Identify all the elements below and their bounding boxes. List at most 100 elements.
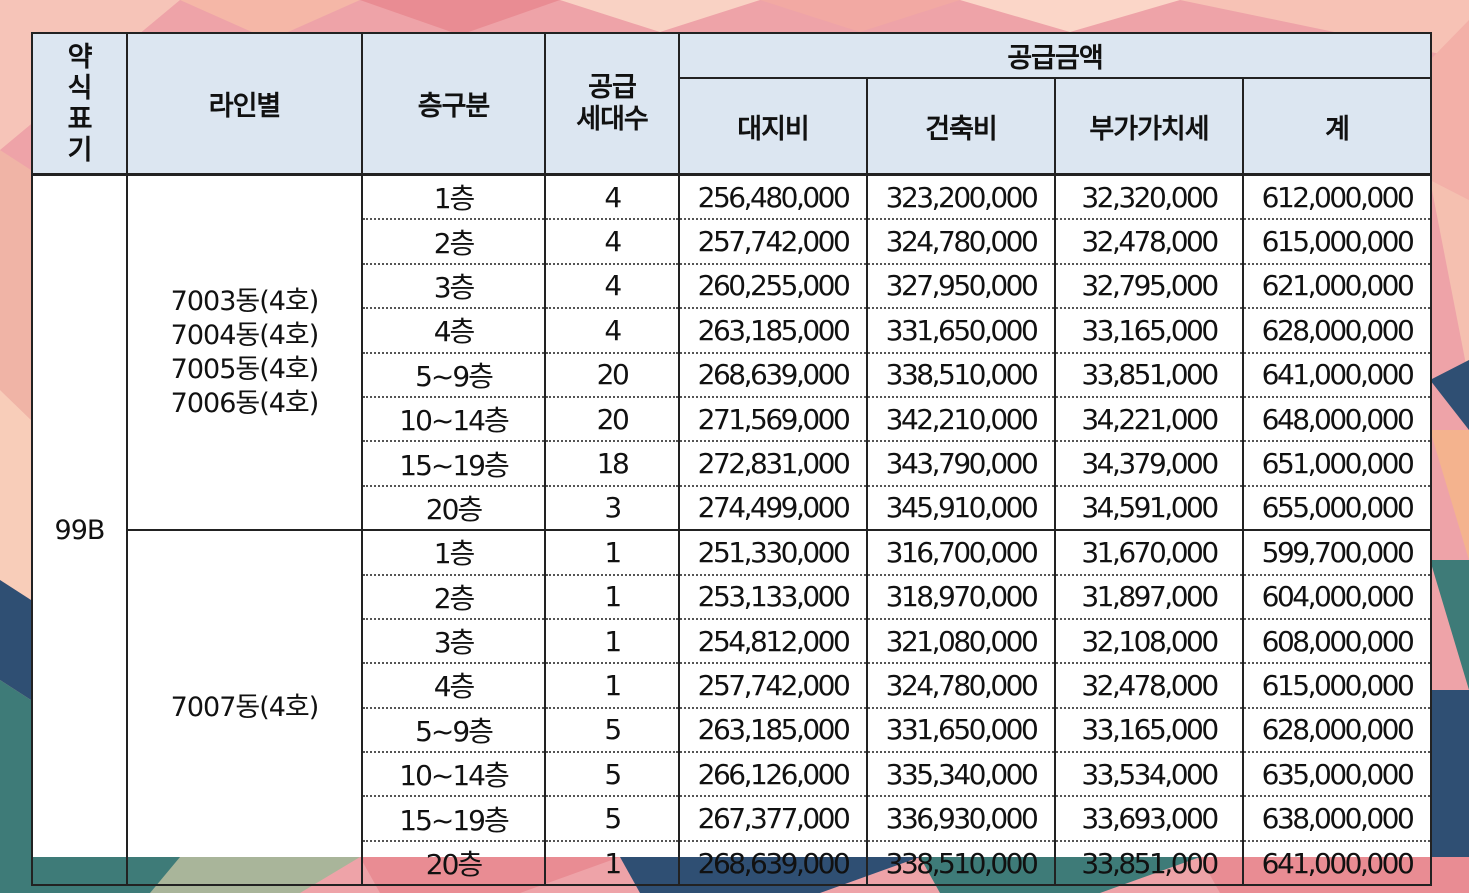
building-cost-cell: 324,780,000 — [866, 219, 1056, 265]
building-cost-cell: 331,650,000 — [866, 308, 1056, 354]
supply-price-table-container: 약식표기 라인별 층구분 공급 세대수 공급금액 대지비 건축비 부가가치세 계… — [31, 32, 1432, 887]
units-cell: 18 — [544, 441, 680, 487]
header-supply-units: 공급 세대수 — [544, 32, 680, 176]
vat-cell: 32,795,000 — [1054, 263, 1244, 310]
table-row: 15~19층 5 267,377,000 336,930,000 33,693,000 6… — [32, 796, 1432, 842]
floor-cell: 15~19층 — [361, 796, 546, 842]
line-group-cell: 7003동(4호) 7004동(4호) 7005동(4호) 7006동(4호) — [126, 173, 363, 532]
land-cost-cell: 272,831,000 — [678, 441, 868, 487]
table-row: 4층 1 257,742,000 324,780,000 32,478,000 615,0… — [32, 663, 1432, 709]
units-cell: 3 — [544, 485, 680, 532]
floor-cell: 15~19층 — [361, 441, 546, 487]
floor-cell: 10~14층 — [361, 396, 546, 443]
building-cost-cell: 321,080,000 — [866, 618, 1056, 665]
type-cell: 99B — [31, 173, 128, 887]
total-cell: 655,000,000 — [1242, 485, 1432, 532]
floor-cell: 3층 — [361, 263, 546, 310]
vat-cell: 33,534,000 — [1054, 752, 1244, 798]
total-cell: 641,000,000 — [1242, 840, 1432, 887]
land-cost-cell: 274,499,000 — [678, 485, 868, 532]
units-cell: 5 — [544, 796, 680, 842]
vat-cell: 33,693,000 — [1054, 796, 1244, 842]
vat-cell: 32,108,000 — [1054, 618, 1244, 665]
units-cell: 1 — [544, 618, 680, 665]
header-vat: 부가가치세 — [1054, 77, 1244, 176]
header-total: 계 — [1242, 77, 1432, 176]
vat-cell: 34,221,000 — [1054, 396, 1244, 443]
total-cell: 635,000,000 — [1242, 752, 1432, 798]
floor-cell: 2층 — [361, 219, 546, 265]
floor-cell: 2층 — [361, 574, 546, 620]
building-cost-cell: 316,700,000 — [866, 530, 1056, 576]
table-row: 10~14층 5 266,126,000 335,340,000 33,534,000 6… — [32, 752, 1432, 798]
supply-price-table: 약식표기 라인별 층구분 공급 세대수 공급금액 대지비 건축비 부가가치세 계… — [31, 32, 1432, 887]
total-cell: 628,000,000 — [1242, 707, 1432, 754]
land-cost-cell: 254,812,000 — [678, 618, 868, 665]
table-row: 20층 1 268,639,000 338,510,000 33,851,000 641,… — [32, 840, 1432, 887]
land-cost-cell: 263,185,000 — [678, 707, 868, 754]
total-cell: 615,000,000 — [1242, 219, 1432, 265]
land-cost-cell: 256,480,000 — [678, 173, 868, 221]
units-cell: 4 — [544, 263, 680, 310]
floor-cell: 5~9층 — [361, 352, 546, 398]
building-cost-cell: 343,790,000 — [866, 441, 1056, 487]
table-row: 3층 1 254,812,000 321,080,000 32,108,000 608,0… — [32, 618, 1432, 665]
floor-cell: 1층 — [361, 173, 546, 221]
land-cost-cell: 263,185,000 — [678, 308, 868, 354]
building-cost-cell: 338,510,000 — [866, 840, 1056, 887]
vat-cell: 34,591,000 — [1054, 485, 1244, 532]
building-cost-cell: 323,200,000 — [866, 173, 1056, 221]
land-cost-cell: 257,742,000 — [678, 219, 868, 265]
header-type-abbr: 약식표기 — [31, 32, 128, 176]
land-cost-cell: 267,377,000 — [678, 796, 868, 842]
land-cost-cell: 260,255,000 — [678, 263, 868, 310]
table-row: 99B 7003동(4호) 7004동(4호) 7005동(4호) 7006동(4… — [31, 173, 1432, 887]
floor-cell: 3층 — [361, 618, 546, 665]
units-cell: 20 — [544, 396, 680, 443]
table-row: 20층 3 274,499,000 345,910,000 34,591,000 655,… — [32, 485, 1432, 532]
table-row: 7007동(4호) 1층 1 251,330,000 316,700,000 31,670… — [32, 530, 1432, 887]
units-cell: 1 — [544, 840, 680, 887]
units-cell: 1 — [544, 574, 680, 620]
total-cell: 628,000,000 — [1242, 308, 1432, 354]
land-cost-cell: 253,133,000 — [678, 574, 868, 620]
table-row: 5~9층 5 263,185,000 331,650,000 33,165,000 628… — [32, 707, 1432, 754]
vat-cell: 32,320,000 — [1054, 173, 1244, 221]
units-cell: 5 — [544, 707, 680, 754]
header-building-cost: 건축비 — [866, 77, 1056, 176]
units-cell: 4 — [544, 308, 680, 354]
floor-cell: 4층 — [361, 663, 546, 709]
building-cost-cell: 327,950,000 — [866, 263, 1056, 310]
total-cell: 621,000,000 — [1242, 263, 1432, 310]
units-cell: 20 — [544, 352, 680, 398]
floor-cell: 1층 — [361, 530, 546, 576]
total-cell: 599,700,000 — [1242, 530, 1432, 576]
building-cost-cell: 342,210,000 — [866, 396, 1056, 443]
land-cost-cell: 257,742,000 — [678, 663, 868, 709]
building-cost-cell: 336,930,000 — [866, 796, 1056, 842]
building-cost-cell: 338,510,000 — [866, 352, 1056, 398]
total-cell: 638,000,000 — [1242, 796, 1432, 842]
floor-cell: 10~14층 — [361, 752, 546, 798]
land-cost-cell: 268,639,000 — [678, 352, 868, 398]
table-row: 2층 4 257,742,000 324,780,000 32,478,000 615,0… — [32, 219, 1432, 265]
land-cost-cell: 268,639,000 — [678, 840, 868, 887]
vat-cell: 31,897,000 — [1054, 574, 1244, 620]
vat-cell: 32,478,000 — [1054, 663, 1244, 709]
land-cost-cell: 251,330,000 — [678, 530, 868, 576]
total-cell: 608,000,000 — [1242, 618, 1432, 665]
header-type-abbr-text: 약식표기 — [67, 41, 93, 166]
vat-cell: 31,670,000 — [1054, 530, 1244, 576]
floor-cell: 4층 — [361, 308, 546, 354]
land-cost-cell: 271,569,000 — [678, 396, 868, 443]
vat-cell: 34,379,000 — [1054, 441, 1244, 487]
header-row-2: 대지비 건축비 부가가치세 계 — [32, 77, 1432, 176]
floor-cell: 5~9층 — [361, 707, 546, 754]
table-row: 15~19층 18 272,831,000 343,790,000 34,379,000… — [32, 441, 1432, 487]
vat-cell: 33,165,000 — [1054, 707, 1244, 754]
table-row: 3층 4 260,255,000 327,950,000 32,795,000 621,0… — [32, 263, 1432, 310]
building-cost-cell: 318,970,000 — [866, 574, 1056, 620]
header-row-1: 약식표기 라인별 층구분 공급 세대수 공급금액 — [31, 32, 1432, 176]
building-cost-cell: 335,340,000 — [866, 752, 1056, 798]
units-cell: 1 — [544, 530, 680, 576]
